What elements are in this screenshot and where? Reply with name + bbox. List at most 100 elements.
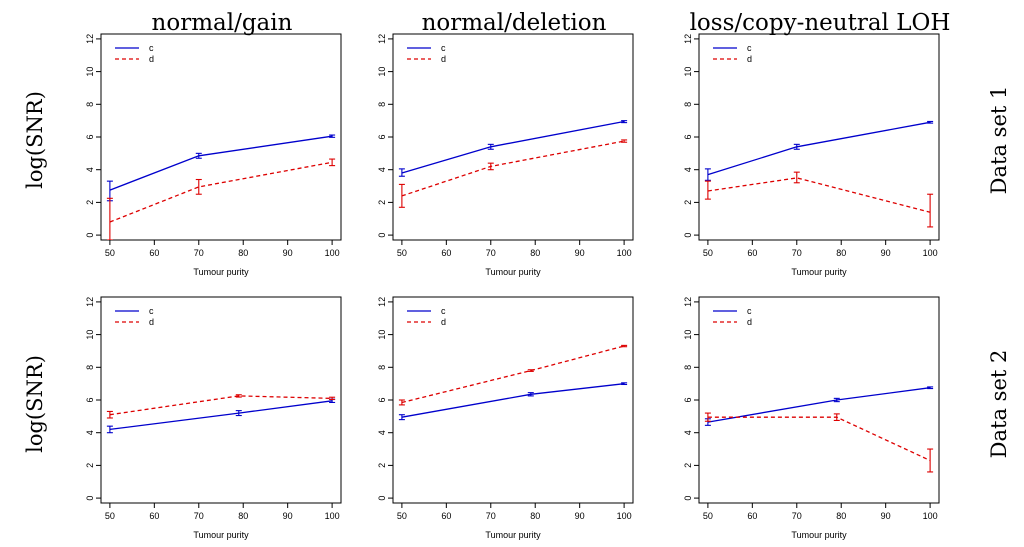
x-tick-label: 80 bbox=[238, 248, 248, 258]
y-tick-label: 10 bbox=[683, 330, 693, 340]
y-tick-label: 4 bbox=[85, 167, 95, 172]
y-tick-label: 0 bbox=[683, 496, 693, 501]
x-tick-label: 70 bbox=[792, 248, 802, 258]
y-tick-label: 8 bbox=[85, 365, 95, 370]
x-tick-label: 100 bbox=[923, 511, 938, 521]
x-tick-label: 50 bbox=[703, 248, 713, 258]
panel-r2-c2: 50 60 70 80 90 100 0 2 4 6 8 10 12 Tumour purity cd bbox=[377, 296, 634, 540]
series-line-c bbox=[109, 400, 333, 431]
x-tick-label: 60 bbox=[441, 248, 451, 258]
y-tick-label: 0 bbox=[683, 233, 693, 238]
series-line-d bbox=[109, 161, 333, 223]
x-tick-label: 50 bbox=[397, 511, 407, 521]
plot-frame bbox=[100, 33, 342, 241]
y-tick-label: 2 bbox=[683, 463, 693, 468]
x-axis-label: Tumour purity bbox=[485, 530, 541, 540]
y-tick-label: 8 bbox=[683, 102, 693, 107]
x-tick-label: 60 bbox=[747, 248, 757, 258]
plot-frame bbox=[392, 33, 634, 241]
y-tick-label: 10 bbox=[85, 330, 95, 340]
panel-r2-c1: 50 60 70 80 90 100 0 2 4 6 8 10 12 Tumour purity cd bbox=[85, 296, 342, 540]
x-tick-label: 100 bbox=[923, 248, 938, 258]
x-tick-label: 60 bbox=[747, 511, 757, 521]
y-tick-label: 8 bbox=[683, 365, 693, 370]
x-tick-label: 60 bbox=[149, 511, 159, 521]
y-tick-label: 2 bbox=[683, 200, 693, 205]
x-axis-label: Tumour purity bbox=[193, 267, 249, 277]
x-tick-label: 100 bbox=[617, 248, 632, 258]
x-axis-label: Tumour purity bbox=[485, 267, 541, 277]
y-tick-label: 12 bbox=[683, 34, 693, 44]
y-tick-label: 6 bbox=[683, 397, 693, 402]
y-tick-label: 12 bbox=[85, 297, 95, 307]
x-tick-label: 80 bbox=[530, 511, 540, 521]
y-tick-label: 2 bbox=[85, 463, 95, 468]
x-tick-label: 70 bbox=[792, 511, 802, 521]
y-tick-label: 6 bbox=[85, 397, 95, 402]
x-tick-label: 70 bbox=[194, 248, 204, 258]
y-tick-label: 6 bbox=[683, 134, 693, 139]
y-tick-label: 4 bbox=[377, 430, 387, 435]
x-tick-label: 60 bbox=[441, 511, 451, 521]
legend-label-c: c bbox=[441, 306, 446, 316]
series-line-c bbox=[707, 121, 931, 176]
y-tick-label: 6 bbox=[85, 134, 95, 139]
panel-r1-c3: 50 60 70 80 90 100 0 2 4 6 8 10 12 Tumour purity cd bbox=[683, 33, 940, 277]
series-line-d bbox=[401, 345, 625, 404]
plot-frame bbox=[698, 33, 940, 241]
legend-label-c: c bbox=[149, 43, 154, 53]
legend-label-c: c bbox=[149, 306, 154, 316]
y-axis-label-row-2: log(SNR) bbox=[23, 355, 47, 453]
y-tick-label: 8 bbox=[377, 365, 387, 370]
x-tick-label: 80 bbox=[836, 248, 846, 258]
y-tick-label: 0 bbox=[85, 496, 95, 501]
series-line-c bbox=[109, 135, 333, 191]
y-tick-label: 6 bbox=[377, 134, 387, 139]
x-tick-label: 70 bbox=[194, 511, 204, 521]
panel-r1-c1: 50 60 70 80 90 100 0 2 4 6 8 10 12 Tumour purity cd bbox=[85, 33, 342, 277]
y-tick-label: 12 bbox=[683, 297, 693, 307]
legend-label-d: d bbox=[747, 317, 752, 327]
series-line-c bbox=[707, 387, 931, 423]
panel-r1-c2: 50 60 70 80 90 100 0 2 4 6 8 10 12 Tumour purity cd bbox=[377, 33, 634, 277]
x-tick-label: 50 bbox=[703, 511, 713, 521]
y-tick-label: 4 bbox=[683, 167, 693, 172]
x-tick-label: 50 bbox=[397, 248, 407, 258]
series-line-c bbox=[401, 383, 625, 418]
plot-frame bbox=[392, 296, 634, 504]
plot-frame bbox=[698, 296, 940, 504]
x-tick-label: 90 bbox=[575, 511, 585, 521]
y-tick-label: 10 bbox=[85, 67, 95, 77]
x-tick-label: 100 bbox=[325, 511, 340, 521]
x-axis-label: Tumour purity bbox=[193, 530, 249, 540]
y-tick-label: 8 bbox=[377, 102, 387, 107]
x-tick-label: 80 bbox=[530, 248, 540, 258]
legend-label-d: d bbox=[441, 54, 446, 64]
legend-label-d: d bbox=[149, 317, 154, 327]
series-group bbox=[398, 120, 628, 208]
x-tick-label: 90 bbox=[575, 248, 585, 258]
y-tick-label: 8 bbox=[85, 102, 95, 107]
series-group bbox=[106, 394, 336, 434]
series-group bbox=[704, 120, 934, 228]
series-group bbox=[106, 134, 336, 240]
x-axis-label: Tumour purity bbox=[791, 267, 847, 277]
y-tick-label: 2 bbox=[377, 200, 387, 205]
y-tick-label: 0 bbox=[377, 496, 387, 501]
legend-label-c: c bbox=[747, 43, 752, 53]
series-line-c bbox=[401, 120, 625, 174]
x-tick-label: 100 bbox=[325, 248, 340, 258]
x-tick-label: 50 bbox=[105, 511, 115, 521]
row-label-data-set-1: Data set 1 bbox=[987, 86, 1011, 195]
column-title-2: normal/deletion bbox=[422, 10, 607, 36]
series-line-d bbox=[707, 416, 931, 462]
series-group bbox=[398, 344, 628, 421]
x-tick-label: 80 bbox=[836, 511, 846, 521]
series-line-d bbox=[707, 177, 931, 213]
legend-label-c: c bbox=[747, 306, 752, 316]
y-axis-label-row-1: log(SNR) bbox=[23, 91, 47, 189]
x-tick-label: 50 bbox=[105, 248, 115, 258]
x-tick-label: 100 bbox=[617, 511, 632, 521]
